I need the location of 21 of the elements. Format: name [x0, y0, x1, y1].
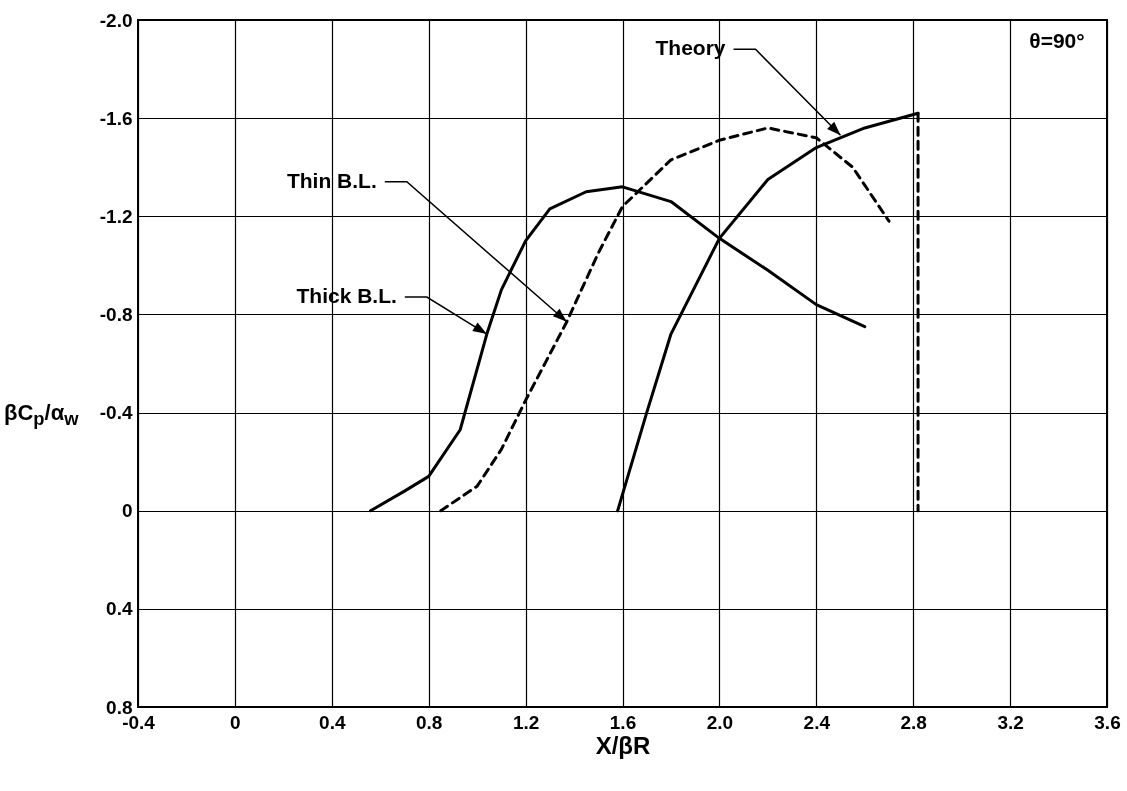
x-tick-label: 0.8: [415, 711, 443, 733]
x-tick-label: 0.4: [319, 711, 346, 733]
x-tick-label: 0: [230, 711, 241, 733]
y-tick-label: -0.8: [99, 303, 133, 325]
y-tick-label: -1.6: [99, 107, 133, 129]
y-tick-label: -2.0: [99, 9, 133, 31]
annotation: Thin B.L.: [286, 168, 377, 192]
x-tick-label: 2.4: [803, 711, 831, 733]
x-axis-title: X/βR: [595, 731, 651, 759]
x-tick-label: 2.8: [900, 711, 927, 733]
y-tick-label: 0.4: [106, 598, 133, 620]
x-tick-label: 1.6: [609, 711, 637, 733]
x-tick-label: 3.6: [1094, 711, 1121, 733]
x-tick-label: 1.2: [512, 711, 540, 733]
y-tick-label: -0.4: [99, 402, 133, 424]
x-tick-label: 2.0: [706, 711, 734, 733]
x-tick-label: 3.2: [997, 711, 1024, 733]
y-tick-label: -1.2: [99, 205, 133, 227]
annotation: θ=90°: [1029, 29, 1085, 52]
y-axis-title: βC$_{p}$/α$_{w}$: [4, 400, 79, 431]
y-tick-label: 0: [121, 500, 133, 522]
